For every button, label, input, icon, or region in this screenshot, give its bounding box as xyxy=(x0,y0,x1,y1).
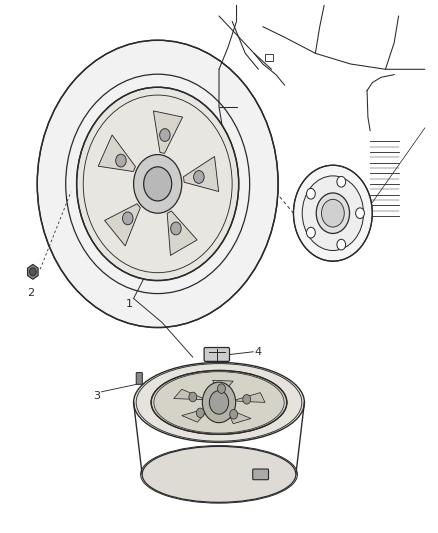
Circle shape xyxy=(134,155,182,213)
Polygon shape xyxy=(167,211,197,255)
Circle shape xyxy=(337,239,346,250)
Circle shape xyxy=(307,189,315,199)
Circle shape xyxy=(356,208,364,219)
Text: 4: 4 xyxy=(255,347,262,357)
Ellipse shape xyxy=(134,362,304,442)
Circle shape xyxy=(171,222,181,235)
Circle shape xyxy=(202,382,236,423)
Circle shape xyxy=(316,193,350,233)
Circle shape xyxy=(230,409,237,419)
Circle shape xyxy=(243,394,251,404)
Circle shape xyxy=(116,154,126,167)
Circle shape xyxy=(123,212,133,225)
Text: 1: 1 xyxy=(126,299,133,309)
Ellipse shape xyxy=(142,446,296,502)
Polygon shape xyxy=(153,111,183,154)
Circle shape xyxy=(337,176,346,187)
Polygon shape xyxy=(105,204,140,246)
Ellipse shape xyxy=(37,40,278,327)
Polygon shape xyxy=(212,380,233,394)
Circle shape xyxy=(209,391,229,414)
Circle shape xyxy=(159,128,170,141)
Circle shape xyxy=(189,392,197,402)
FancyBboxPatch shape xyxy=(136,373,142,384)
Circle shape xyxy=(29,268,36,276)
Ellipse shape xyxy=(151,370,287,434)
Circle shape xyxy=(218,384,226,393)
Text: 3: 3 xyxy=(93,391,100,401)
FancyBboxPatch shape xyxy=(253,469,268,480)
Polygon shape xyxy=(98,135,135,172)
Polygon shape xyxy=(182,409,208,422)
Polygon shape xyxy=(174,389,203,400)
Polygon shape xyxy=(237,393,265,402)
Circle shape xyxy=(144,167,172,201)
Ellipse shape xyxy=(77,87,239,280)
Circle shape xyxy=(194,171,204,183)
Circle shape xyxy=(293,165,372,261)
Polygon shape xyxy=(227,410,251,424)
FancyBboxPatch shape xyxy=(204,348,230,361)
Polygon shape xyxy=(184,157,219,191)
Text: 2: 2 xyxy=(27,288,34,298)
Circle shape xyxy=(302,176,364,251)
Circle shape xyxy=(307,227,315,238)
Circle shape xyxy=(196,408,204,418)
Polygon shape xyxy=(28,264,38,279)
Circle shape xyxy=(321,199,344,227)
